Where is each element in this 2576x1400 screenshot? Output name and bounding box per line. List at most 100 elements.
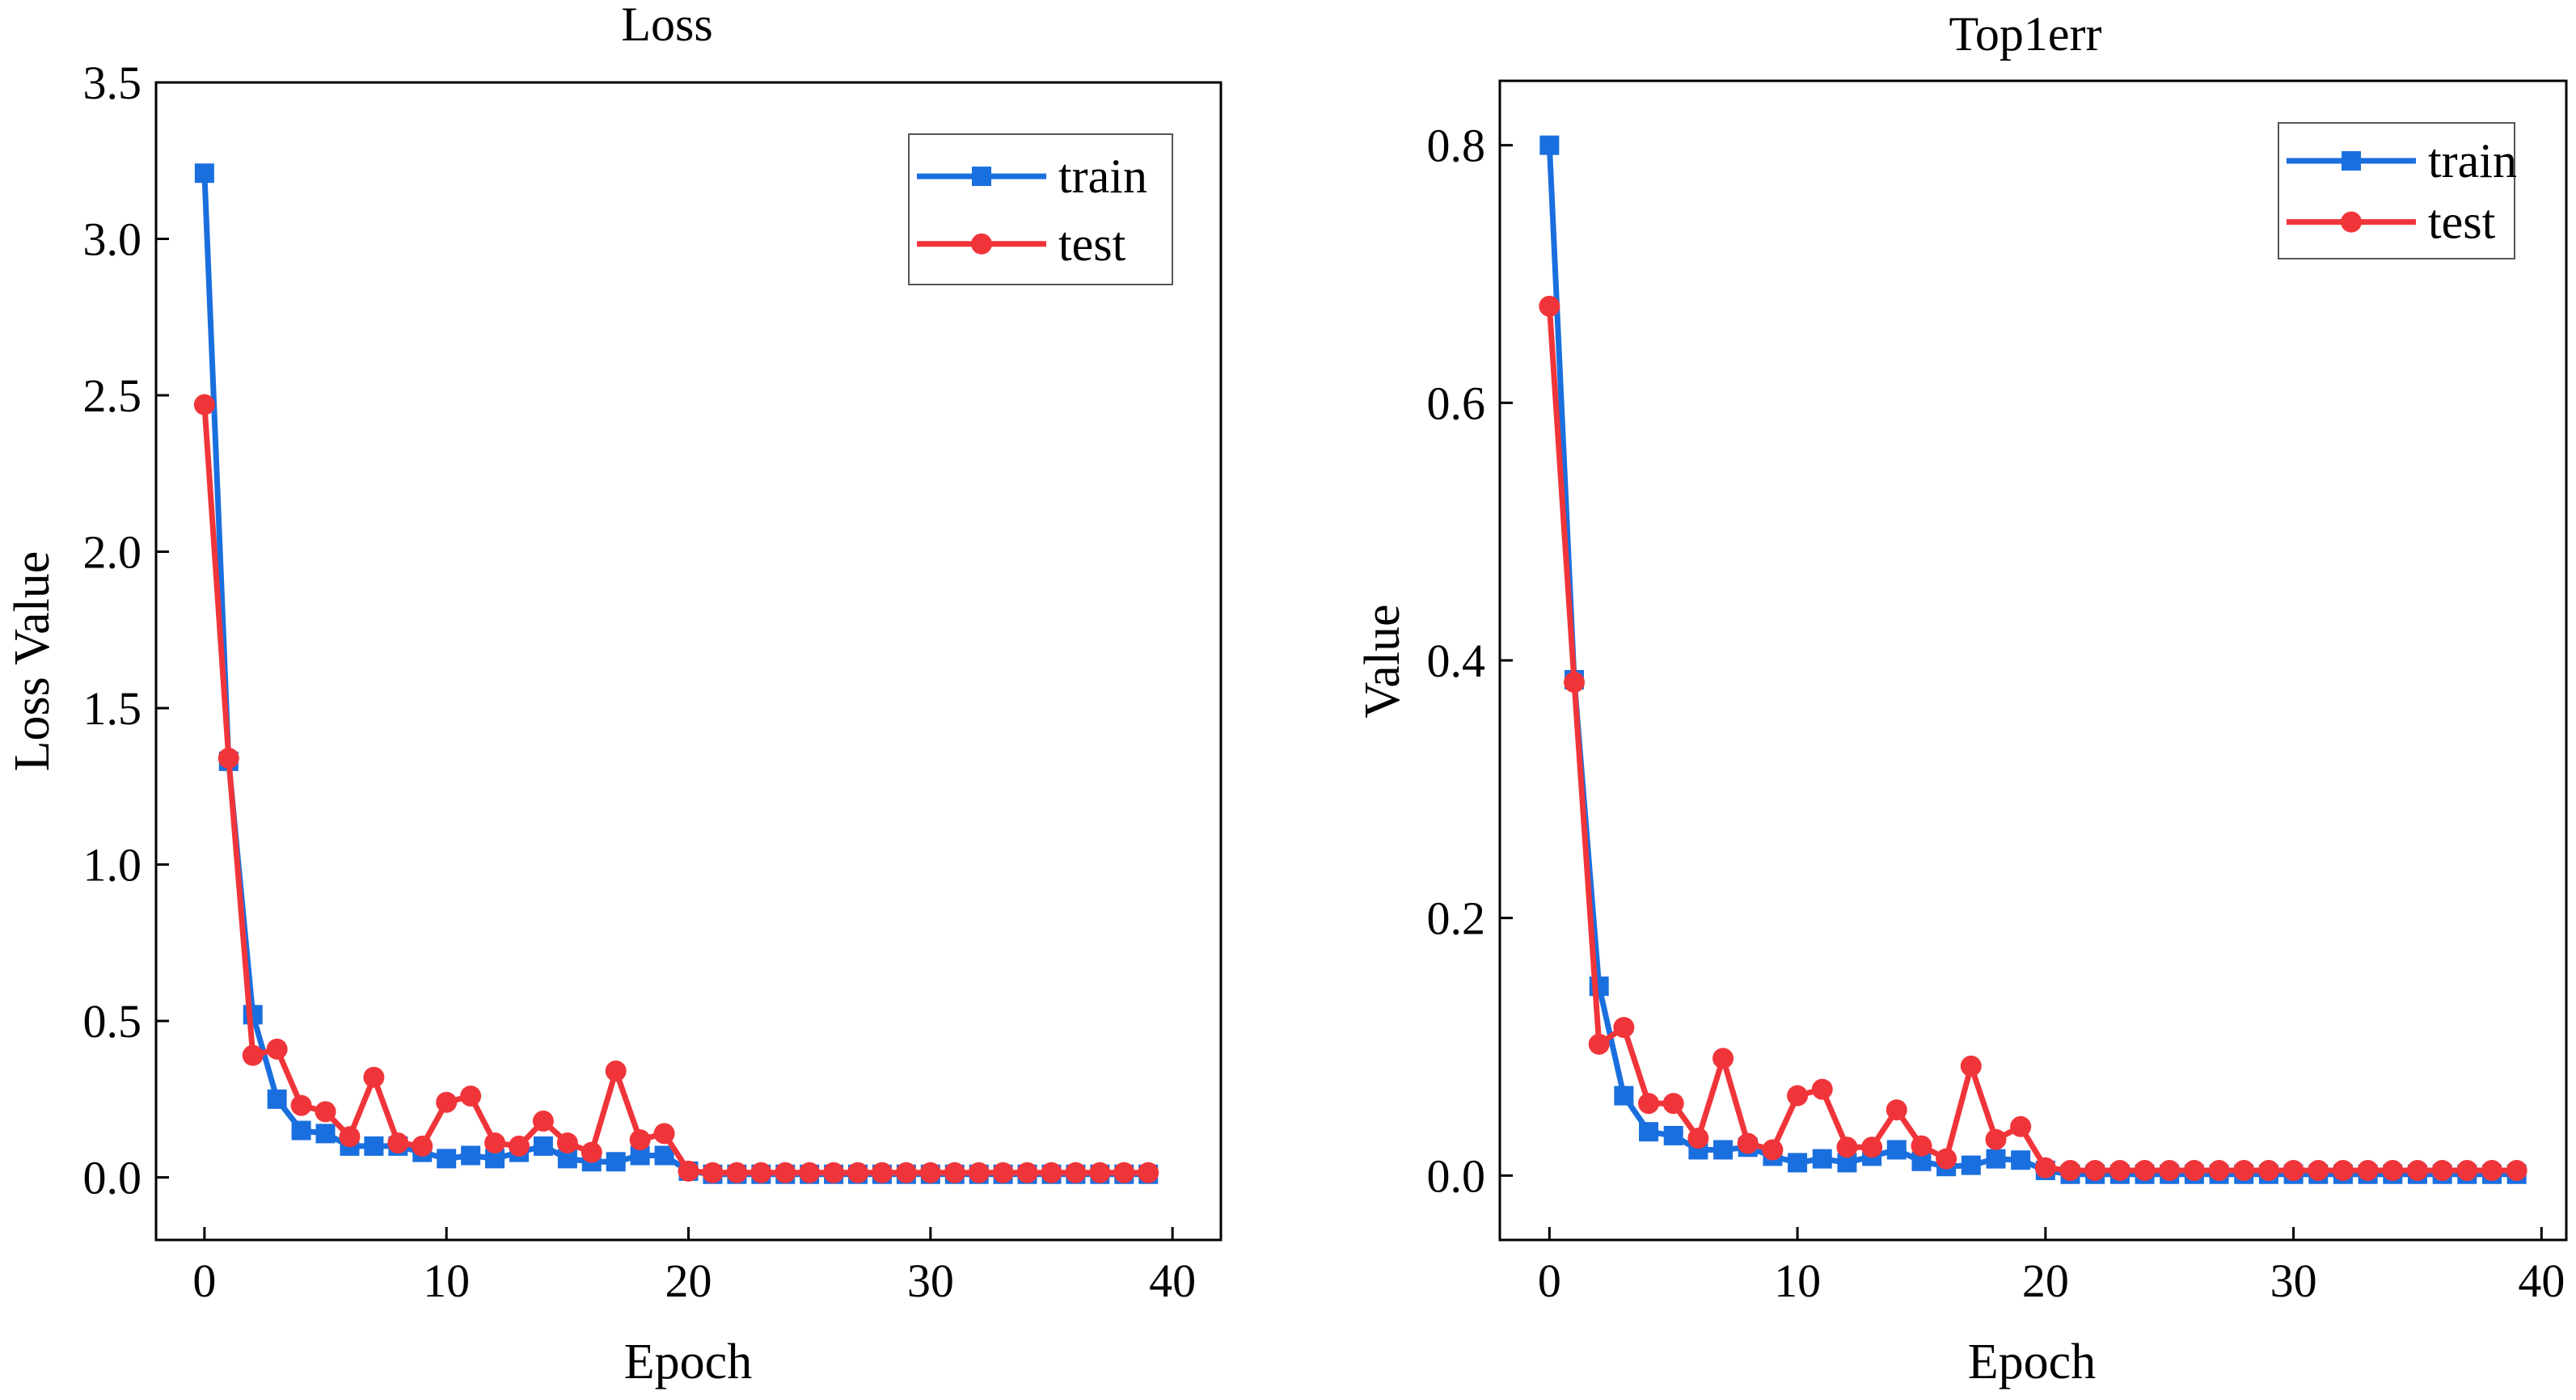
legend-marker-test [2341, 211, 2362, 233]
x-tick-label: 10 [423, 1255, 470, 1307]
data-point-test [1811, 1078, 1833, 1100]
loss-chart: Loss Epoch Loss Value 0 10 20 30 40 0.0 0.5 1.0… [5, 0, 1223, 1389]
data-point-test [412, 1135, 433, 1157]
data-point-test [1113, 1162, 1135, 1183]
data-point-test [315, 1101, 336, 1123]
data-point-train [1614, 1086, 1634, 1106]
x-tick-label: 30 [907, 1255, 954, 1307]
data-point-test [992, 1162, 1014, 1183]
data-point-train [1812, 1149, 1832, 1169]
data-point-test [2183, 1159, 2205, 1181]
data-point-test [2308, 1159, 2329, 1181]
x-axis-label: Epoch [1968, 1335, 2096, 1389]
data-point-test [1960, 1055, 1982, 1077]
y-tick-label: 0.8 [1427, 120, 1486, 172]
legend-label-train: train [1058, 150, 1147, 203]
x-tick-label: 20 [665, 1255, 712, 1307]
data-point-test [1613, 1017, 1635, 1039]
data-point-test [2134, 1159, 2156, 1181]
y-tick-label: 0.0 [83, 1152, 142, 1204]
data-point-test [556, 1132, 578, 1154]
data-point-test [2332, 1159, 2354, 1181]
data-point-test [581, 1141, 602, 1163]
data-point-test [1065, 1162, 1087, 1183]
data-point-test [702, 1162, 724, 1183]
y-tick-label: 1.5 [83, 682, 142, 735]
x-tick-label: 10 [1774, 1255, 1821, 1307]
x-tick-label: 40 [1149, 1255, 1196, 1307]
data-point-test [1016, 1162, 1038, 1183]
y-tick-label: 0.6 [1427, 377, 1486, 429]
data-point-test [1041, 1162, 1062, 1183]
data-point-test [823, 1162, 845, 1183]
data-point-test [339, 1126, 361, 1148]
chart-title: Loss [621, 0, 712, 51]
data-point-test [2084, 1159, 2106, 1181]
y-axis-label: Value [1355, 604, 1410, 718]
y-tick-label: 0.0 [1427, 1149, 1486, 1202]
data-point-test [2109, 1159, 2130, 1181]
data-point-test [242, 1044, 264, 1066]
data-point-test [871, 1162, 893, 1183]
data-point-test [1712, 1048, 1734, 1069]
data-point-test [436, 1091, 458, 1113]
data-point-train [267, 1089, 287, 1109]
data-point-test [1787, 1085, 1809, 1107]
data-point-test [2059, 1159, 2081, 1181]
legend: train test [908, 133, 1173, 285]
data-point-train [291, 1120, 311, 1141]
data-point-test [1911, 1135, 1932, 1157]
data-point-train [1886, 1140, 1907, 1160]
data-point-test [1985, 1128, 2007, 1150]
data-point-test [1737, 1132, 1759, 1154]
data-point-test [726, 1162, 748, 1183]
data-point-test [460, 1085, 482, 1107]
y-tick-label: 1.0 [83, 839, 142, 892]
data-point-test [1089, 1162, 1111, 1183]
data-point-test [1886, 1099, 1907, 1121]
data-point-test [750, 1162, 772, 1183]
data-point-train [1986, 1149, 2006, 1169]
data-point-train [1961, 1155, 1981, 1175]
chart-title: Top1err [1949, 7, 2101, 61]
y-tick-label: 3.0 [83, 213, 142, 266]
data-point-test [799, 1162, 821, 1183]
data-point-train [654, 1145, 674, 1166]
data-point-test [290, 1094, 312, 1116]
legend: train test [2278, 122, 2517, 259]
y-tick-label: 0.5 [83, 995, 142, 1048]
data-point-test [968, 1162, 990, 1183]
data-point-train [1788, 1153, 1808, 1173]
data-point-train [2011, 1150, 2031, 1170]
data-point-test [2357, 1159, 2379, 1181]
data-point-test [217, 747, 239, 769]
data-point-test [1836, 1136, 1858, 1158]
data-point-test [2481, 1159, 2502, 1181]
data-point-test [2456, 1159, 2478, 1181]
data-point-train [437, 1149, 457, 1169]
y-tick-label: 0.4 [1427, 635, 1486, 687]
series-line-test [1546, 306, 2517, 1174]
data-point-test [1662, 1093, 1684, 1115]
legend-box [2278, 122, 2515, 259]
x-tick-label: 40 [2518, 1255, 2565, 1307]
x-axis-label: Epoch [624, 1335, 752, 1389]
data-point-test [919, 1162, 941, 1183]
data-point-test [508, 1135, 530, 1157]
data-point-test [653, 1123, 675, 1145]
data-point-test [1936, 1148, 1957, 1170]
data-point-train [606, 1152, 626, 1172]
data-point-test [2233, 1159, 2255, 1181]
data-point-test [193, 394, 215, 415]
top1err-chart: Top1err Epoch Value 0 10 20 30 40 0.0 0.2 0.4 0.… [1355, 7, 2568, 1389]
x-tick-label: 0 [192, 1255, 216, 1307]
data-point-test [2406, 1159, 2428, 1181]
legend-marker-test [971, 233, 992, 255]
data-point-test [363, 1066, 385, 1088]
data-point-test [484, 1132, 506, 1154]
y-tick-label: 0.2 [1427, 892, 1486, 945]
data-point-test [266, 1038, 288, 1060]
data-point-test [2208, 1159, 2230, 1181]
data-point-test [532, 1110, 554, 1132]
